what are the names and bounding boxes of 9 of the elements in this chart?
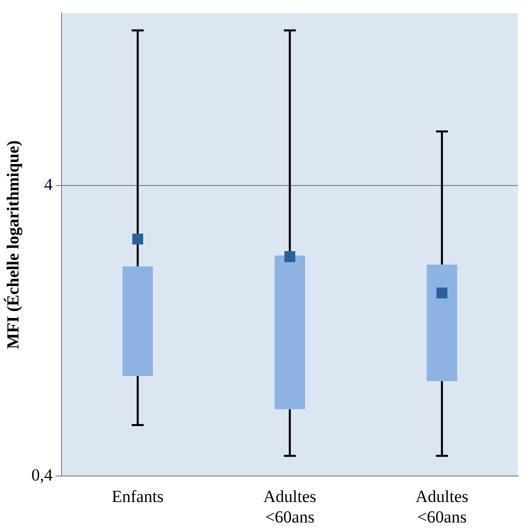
y-tick-label: 0,4 bbox=[31, 466, 54, 485]
x-tick-label: Enfants bbox=[112, 486, 164, 506]
x-tick-label: Adultes <60ans bbox=[263, 486, 316, 526]
point bbox=[436, 287, 448, 298]
x-tick-label: Adultes <60ans bbox=[415, 486, 468, 526]
point bbox=[132, 234, 144, 245]
y-axis-title: MFI (Échelle logarithmique) bbox=[4, 140, 23, 350]
y-tick-label: 4 bbox=[44, 175, 54, 194]
point bbox=[284, 251, 296, 262]
